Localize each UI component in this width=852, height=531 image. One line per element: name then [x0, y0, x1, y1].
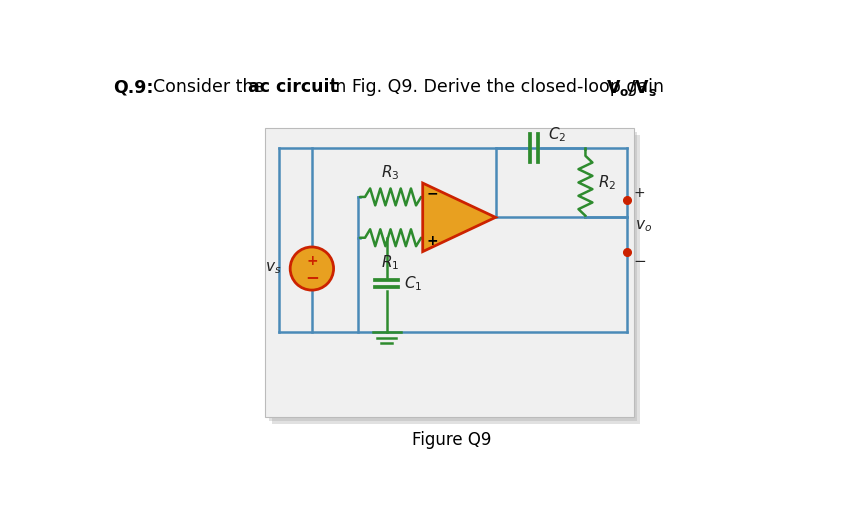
FancyBboxPatch shape [265, 129, 634, 417]
Text: $\mathbf{V_o/V_s}$: $\mathbf{V_o/V_s}$ [607, 79, 658, 98]
Text: −: − [634, 254, 647, 269]
Text: $R_1$: $R_1$ [382, 253, 400, 272]
Text: $C_2$: $C_2$ [548, 125, 567, 144]
Text: $v_o$: $v_o$ [635, 218, 652, 234]
Circle shape [291, 247, 334, 290]
FancyBboxPatch shape [273, 135, 641, 424]
Text: +: + [306, 254, 318, 268]
Text: Consider the: Consider the [153, 79, 270, 96]
Text: +: + [634, 186, 645, 200]
Text: $R_3$: $R_3$ [382, 163, 400, 182]
Text: Figure Q9: Figure Q9 [412, 431, 491, 449]
Text: −: − [305, 268, 319, 286]
Text: $v_s$: $v_s$ [264, 261, 281, 277]
Text: Q.9:: Q.9: [112, 79, 153, 96]
Text: −: − [426, 187, 438, 201]
Text: $R_2$: $R_2$ [598, 173, 616, 192]
Text: in Fig. Q9. Derive the closed-loop gain: in Fig. Q9. Derive the closed-loop gain [325, 79, 670, 96]
Polygon shape [423, 183, 496, 252]
Text: +: + [426, 234, 438, 248]
Text: ac circuit: ac circuit [248, 79, 337, 96]
FancyBboxPatch shape [269, 132, 637, 421]
Text: $C_1$: $C_1$ [404, 275, 422, 293]
